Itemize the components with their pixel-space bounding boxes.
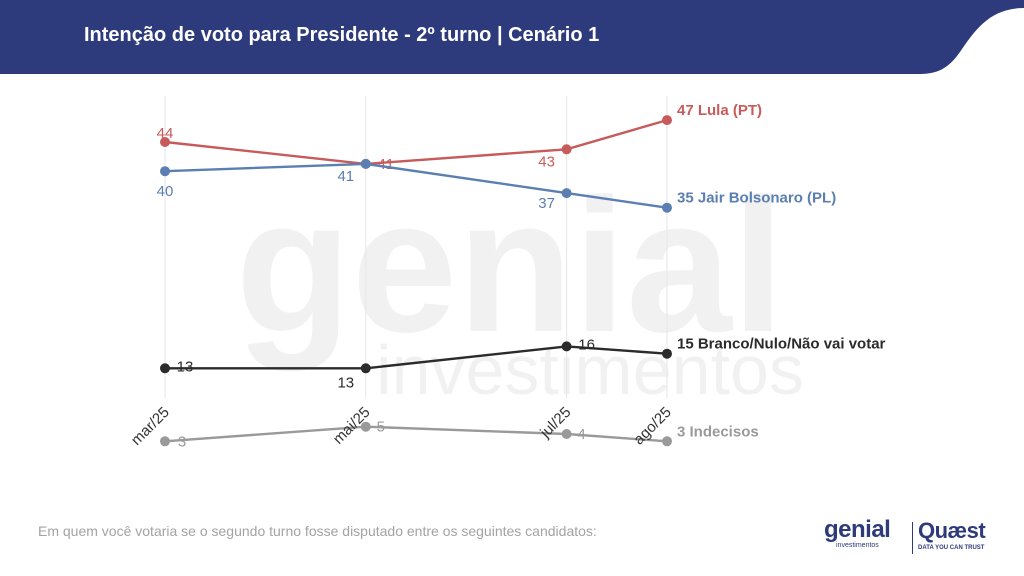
data-point-branco-nulo-n-o-vai-votar-mai-25: [360, 363, 371, 374]
data-point-indecisos-jul-25: [561, 429, 572, 439]
data-point-lula-pt-ago-25: [662, 115, 672, 126]
data-point-jair-bolsonaro-pl-mai-25: [360, 158, 371, 169]
data-point-branco-nulo-n-o-vai-votar-ago-25: [662, 348, 672, 359]
data-label-lula-pt-mar-25: 44: [157, 125, 174, 142]
svg-text:genial: genial: [235, 160, 784, 372]
data-point-branco-nulo-n-o-vai-votar-jul-25: [561, 341, 572, 352]
data-label-jair-bolsonaro-pl-jul-25: 37: [538, 195, 555, 212]
data-point-indecisos-ago-25: [662, 436, 672, 447]
logos: genial investimentos Quæst DATA YOU CAN …: [824, 518, 1000, 558]
genial-logo-text: genial: [824, 516, 891, 543]
data-point-jair-bolsonaro-pl-mar-25: [160, 166, 170, 177]
series-line-lula-pt: [164, 118, 668, 166]
data-label-lula-pt-jul-25: 43: [538, 153, 555, 170]
series-line-jair-bolsonaro-pl: [164, 162, 668, 209]
genial-watermark: genial investimentos: [235, 160, 804, 409]
data-point-lula-pt-mar-25: [160, 137, 170, 147]
svg-text:investimentos: investimentos: [376, 331, 804, 409]
data-label-branco-nulo-n-o-vai-votar-jul-25: 16: [578, 336, 595, 353]
data-point-lula-pt-jul-25: [561, 144, 572, 155]
header-bar: Intenção de voto para Presidente - 2º tu…: [0, 0, 1024, 76]
data-label-branco-nulo-n-o-vai-votar-mar-25: 13: [177, 358, 194, 375]
data-label-jair-bolsonaro-pl-mar-25: 40: [157, 183, 174, 200]
data-label-jair-bolsonaro-pl-mai-25: 41: [337, 168, 354, 185]
page-title: Intenção de voto para Presidente - 2º tu…: [84, 24, 600, 46]
data-point-indecisos-mai-25: [360, 421, 371, 432]
end-label-lula-pt: 47 Lula (PT): [677, 102, 762, 119]
genial-logo-subtext: investimentos: [836, 542, 879, 549]
data-label-indecisos-jul-25: 4: [577, 426, 585, 443]
header-background: [0, 0, 1024, 74]
series-line-indecisos: [164, 425, 668, 443]
genial-logo: genial investimentos: [824, 516, 891, 550]
quaest-logo: Quæst DATA YOU CAN TRUST: [918, 518, 986, 552]
footnote: Em quem você votaria se o segundo turno …: [38, 523, 597, 539]
data-label-indecisos-mai-25: 5: [377, 419, 385, 436]
data-point-jair-bolsonaro-pl-jul-25: [561, 188, 572, 199]
end-label-jair-bolsonaro-pl: 35 Jair Bolsonaro (PL): [677, 190, 836, 207]
data-label-lula-pt-mai-25: 41: [377, 156, 394, 173]
logo-divider: [912, 522, 913, 554]
data-point-branco-nulo-n-o-vai-votar-mar-25: [160, 363, 170, 374]
data-label-branco-nulo-n-o-vai-votar-mai-25: 13: [337, 374, 354, 391]
quaest-logo-text: Quæst: [918, 518, 986, 543]
data-point-jair-bolsonaro-pl-ago-25: [662, 202, 672, 213]
end-label-branco-nulo-n-o-vai-votar: 15 Branco/Nulo/Não vai votar: [677, 336, 886, 353]
series-line-branco-nulo-n-o-vai-votar: [165, 345, 668, 370]
quaest-logo-subtext: DATA YOU CAN TRUST: [918, 545, 985, 551]
data-point-indecisos-mar-25: [160, 436, 170, 447]
end-label-indecisos: 3 Indecisos: [677, 423, 759, 440]
data-label-indecisos-mar-25: 3: [178, 433, 186, 450]
